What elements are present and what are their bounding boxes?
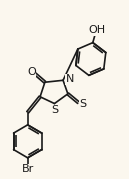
Text: N: N (66, 74, 74, 84)
Text: Br: Br (22, 165, 34, 175)
Text: OH: OH (88, 25, 105, 35)
Text: S: S (79, 99, 86, 108)
Text: O: O (27, 67, 36, 77)
Text: S: S (51, 105, 58, 115)
